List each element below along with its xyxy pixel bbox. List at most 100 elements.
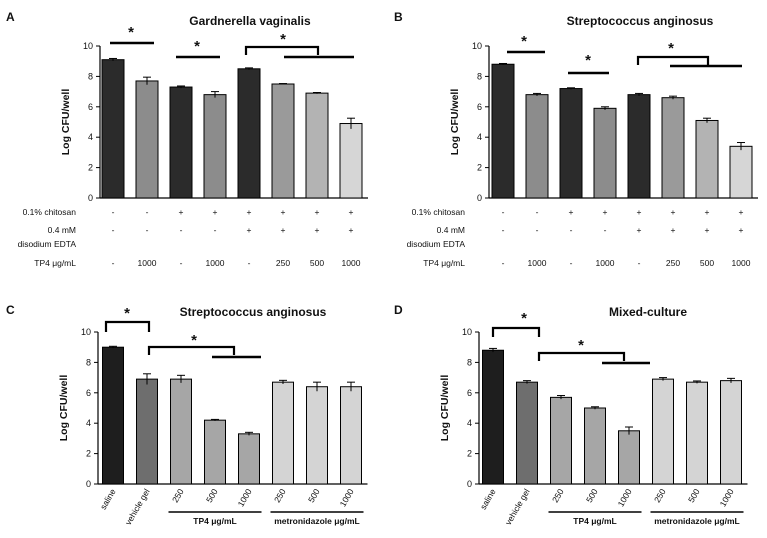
panel-a-ytick-label: 6 <box>88 102 93 112</box>
panel-d-ytick-label: 2 <box>467 449 472 459</box>
panel-a-ytick-label: 4 <box>88 132 93 142</box>
panel-a-title: Gardnerella vaginalis <box>189 14 311 28</box>
panel-c-bar <box>238 433 260 485</box>
panel-b-bar <box>593 107 617 199</box>
panel-d-bar <box>584 407 606 485</box>
panel-a-ytick-label: 0 <box>88 193 93 203</box>
panel-a-bar <box>101 59 125 199</box>
panel-c-xtick-label: 250 <box>170 487 186 505</box>
panel-a-bar <box>271 83 295 199</box>
panel-a-cond-value: - <box>214 225 217 235</box>
panel-a-cond-value: - <box>146 225 149 235</box>
panel-a-cond-value: + <box>315 207 320 217</box>
panel-c-letter: C <box>6 303 15 317</box>
panel-c-bar <box>340 386 362 485</box>
panel-d-bar <box>686 381 708 485</box>
panel-c-bar <box>204 419 226 485</box>
panel-d-letter: D <box>394 303 403 317</box>
panel-d-bar <box>652 378 674 485</box>
panel-a-cond-value: + <box>281 225 286 235</box>
panel-d-ylabel: Log CFU/well <box>439 375 451 442</box>
panel-b-cond-value: 1000 <box>528 258 547 268</box>
panel-b-bar <box>729 145 753 199</box>
panel-c-ytick-label: 8 <box>86 357 91 367</box>
panel-d-xtick-label: 500 <box>686 487 702 505</box>
panel-d-sig-bracket <box>491 326 541 337</box>
panel-b-sig-star: * <box>668 40 674 57</box>
panel-b-ytick-label: 0 <box>477 193 482 203</box>
panel-a-bar <box>135 80 159 199</box>
panel-b-sig-star: * <box>521 33 527 50</box>
panel-d-ytick-label: 8 <box>467 357 472 367</box>
panel-b-ylabel: Log CFU/well <box>449 89 461 156</box>
panel-c-sig-bracket <box>104 320 151 332</box>
panel-b-cond-value: 250 <box>666 258 680 268</box>
panel-d-title: Mixed-culture <box>609 305 687 319</box>
panel-a-bar <box>237 68 261 199</box>
panel-c-xtick-label: 1000 <box>338 487 356 509</box>
panel-d-xtick-label: 500 <box>584 487 600 505</box>
panel-a-ylabel: Log CFU/well <box>60 89 72 156</box>
panel-d-xtick-label: 1000 <box>616 487 634 509</box>
panel-a-cond-value: - <box>180 258 183 268</box>
panel-b-cond-label: disodium EDTA <box>407 239 466 249</box>
panel-b-cond-value: + <box>739 225 744 235</box>
panel-a-ytick-label: 2 <box>88 163 93 173</box>
panel-d-sig-star: * <box>521 310 527 327</box>
panel-b-cond-value: 1000 <box>596 258 615 268</box>
panel-c-sig-star: * <box>191 332 197 349</box>
panel-b-cond-value: + <box>569 207 574 217</box>
panel-a-sig-star: * <box>194 38 200 55</box>
panel-a-cond-value: + <box>315 225 320 235</box>
panel-a-cond-value: 1000 <box>206 258 225 268</box>
panel-b-cond-value: + <box>671 207 676 217</box>
panel-a-ytick-label: 10 <box>83 41 93 51</box>
panel-b-cond-label: 0.4 mM <box>437 225 465 235</box>
panel-b-title: Streptococcus anginosus <box>567 14 714 28</box>
panel-a-bar <box>305 92 329 199</box>
panel-d-ytick-label: 6 <box>467 388 472 398</box>
panel-d-xtick-label: 250 <box>652 487 668 505</box>
panel-b-cond-value: - <box>536 207 539 217</box>
panel-d-sig-bracket <box>537 351 626 361</box>
panel-a-sig-star: * <box>280 31 286 48</box>
panel-a-cond-value: + <box>349 225 354 235</box>
panel-c-sig-bracket <box>147 345 236 355</box>
panel-b-cond-value: + <box>705 207 710 217</box>
panel-b-cond-value: - <box>570 225 573 235</box>
panel-c-sig-star: * <box>124 305 130 322</box>
panel-c-xtick-label: saline <box>98 487 118 511</box>
panel-c-xtick-label: 500 <box>306 487 322 505</box>
panel-c-ytick-label: 4 <box>86 418 91 428</box>
panel-a-cond-value: + <box>349 207 354 217</box>
panel-d-group-label: metronidazole μg/mL <box>654 516 740 526</box>
panel-a-bar <box>339 123 363 199</box>
panel-a-cond-value: + <box>281 207 286 217</box>
panel-d-ytick-label: 4 <box>467 418 472 428</box>
panel-b-bar <box>661 97 685 199</box>
panel-b-cond-value: - <box>502 207 505 217</box>
panel-b-cond-label: TP4 μg/mL <box>423 258 465 268</box>
panel-b-ytick-label: 10 <box>472 41 482 51</box>
panel-a-cond-value: - <box>112 225 115 235</box>
panel-c-bar <box>136 378 158 485</box>
panel-c-bar <box>306 386 328 485</box>
panel-d-xtick-label: vehicle gel <box>503 487 532 527</box>
panel-c-ytick-label: 0 <box>86 479 91 489</box>
panel-b-cond-value: - <box>502 258 505 268</box>
panel-c-group-label: TP4 μg/mL <box>193 516 236 526</box>
panel-a-bar <box>203 94 227 199</box>
panel-d-bar <box>618 430 640 485</box>
panel-d-xtick-label: saline <box>478 487 498 511</box>
panel-a-cond-value: 1000 <box>138 258 157 268</box>
panel-c-group-label: metronidazole μg/mL <box>274 516 360 526</box>
panel-d-bar <box>550 396 572 485</box>
panel-a-ytick-label: 8 <box>88 71 93 81</box>
panel-a-sig-star: * <box>128 24 134 41</box>
panel-d-bar <box>516 381 538 485</box>
panel-a-cond-value: + <box>213 207 218 217</box>
panel-c-bar <box>102 346 124 485</box>
panel-a-cond-label: TP4 μg/mL <box>34 258 76 268</box>
panel-c-ytick-label: 10 <box>81 327 91 337</box>
